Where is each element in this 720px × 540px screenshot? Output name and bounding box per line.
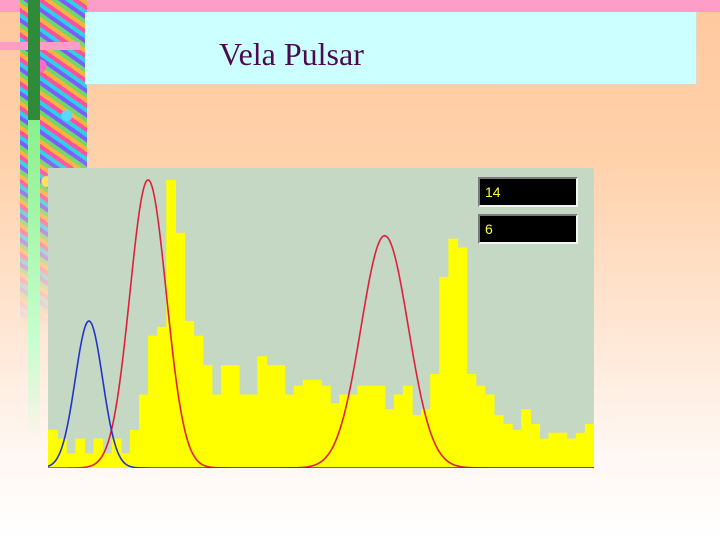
histogram-bar — [248, 394, 258, 468]
histogram-bar — [475, 385, 486, 468]
histogram-bar — [493, 415, 504, 468]
histogram-bar — [102, 453, 113, 468]
histogram-bar — [239, 394, 249, 468]
histogram-bar — [330, 403, 340, 468]
title-box: Vela Pulsar — [85, 12, 696, 84]
histogram-bar — [321, 385, 331, 468]
histogram-bar — [402, 385, 413, 468]
histogram-bar — [366, 385, 377, 468]
histogram-bar — [584, 423, 594, 468]
histogram-bar — [311, 379, 322, 468]
histogram-bar — [412, 415, 422, 468]
histogram-bar — [220, 365, 231, 468]
slide-title: Vela Pulsar — [219, 36, 364, 72]
histogram-bar — [448, 238, 459, 468]
blue-fit-curve — [48, 320, 594, 468]
histogram-bar — [193, 335, 204, 468]
readout-field-1[interactable]: 14 — [478, 177, 578, 207]
histogram-bar — [430, 373, 440, 468]
histogram-bar — [120, 453, 131, 468]
histogram-bar — [66, 453, 76, 468]
histogram-bar — [211, 394, 222, 468]
decorative-vertical-bar — [28, 0, 40, 120]
histogram-bar — [184, 321, 195, 468]
histogram-bar — [48, 429, 58, 468]
histogram-bar — [166, 179, 176, 468]
histogram-bar — [503, 423, 513, 468]
histogram-bar — [75, 438, 85, 468]
histogram-bar — [348, 394, 358, 468]
histogram-bar — [129, 429, 140, 468]
histogram-bar — [257, 356, 267, 468]
readout-field-2[interactable]: 6 — [478, 214, 578, 244]
histogram-bar — [466, 373, 477, 468]
histogram-bar — [57, 438, 67, 468]
histogram-bar — [566, 438, 577, 468]
decorative-vertical-gradient — [28, 120, 40, 440]
pulse-profile-chart — [48, 179, 594, 468]
red-fit-curve — [48, 179, 594, 468]
histogram-bar — [575, 432, 586, 468]
histogram-bar — [357, 385, 368, 468]
histogram-bar — [266, 365, 277, 468]
histogram-bar — [484, 394, 495, 468]
histogram-bar — [284, 394, 295, 468]
histogram-bar — [175, 232, 186, 468]
histogram-bar — [293, 385, 304, 468]
histogram-bar — [111, 438, 122, 468]
histogram-bar — [84, 453, 95, 468]
histogram-bar — [339, 394, 349, 468]
histogram-bar — [521, 409, 531, 468]
histogram-bar — [302, 379, 313, 468]
histogram-bar — [384, 409, 395, 468]
histogram-bar — [157, 326, 167, 468]
histogram-bar — [375, 385, 386, 468]
histogram-bar — [275, 365, 286, 468]
histogram-bar — [202, 365, 213, 468]
histogram-bar — [393, 394, 404, 468]
histogram-bar — [457, 247, 468, 468]
histogram-bar — [148, 335, 158, 468]
histogram-bar — [530, 423, 540, 468]
pulse-profile-plot: 14 6 — [48, 168, 594, 468]
histogram-bar — [230, 365, 240, 468]
histogram-bar — [439, 276, 449, 468]
histogram-bar — [548, 432, 559, 468]
histogram-bar — [139, 394, 149, 468]
histogram-bar — [93, 438, 104, 468]
histogram-bar — [512, 429, 522, 468]
top-stripe — [0, 0, 720, 12]
decorative-bar — [0, 42, 80, 50]
histogram-bar — [421, 409, 431, 468]
histogram-bar — [557, 432, 568, 468]
histogram-bar — [539, 438, 550, 468]
